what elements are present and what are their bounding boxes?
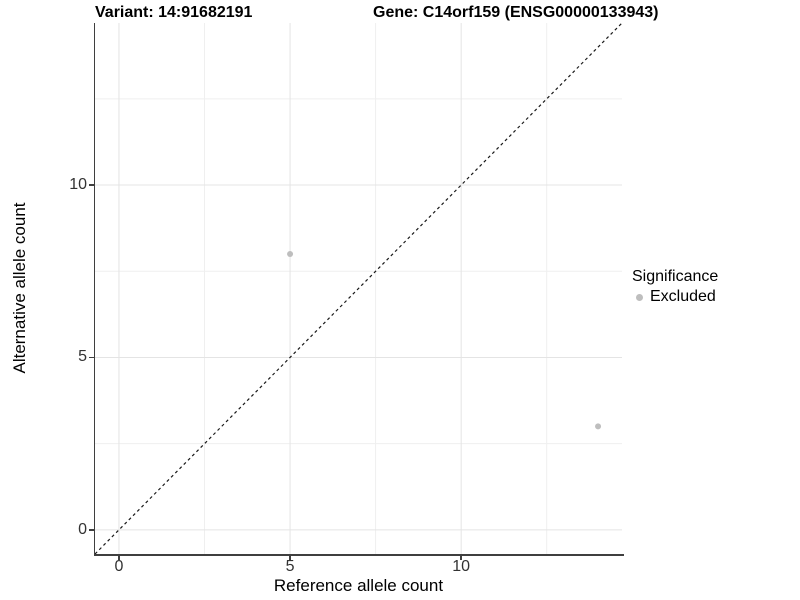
x-axis-tick: [460, 555, 462, 560]
y-axis-tick: [89, 529, 94, 531]
legend-point-icon: [636, 293, 643, 301]
x-axis-title: Reference allele count: [273, 576, 444, 595]
x-tick-label: 5: [285, 558, 295, 575]
plot-panel: [95, 23, 622, 554]
y-axis-line: [93, 23, 95, 556]
legend-entry-label: Excluded: [650, 288, 716, 305]
x-tick-label: 0: [114, 558, 124, 575]
legend: Significance Excluded: [632, 268, 718, 306]
y-axis-tick: [89, 356, 94, 359]
x-axis-tick: [289, 555, 291, 560]
legend-title: Significance: [632, 268, 719, 285]
data-point: [595, 423, 602, 430]
plot-title-variant: Variant: 14:91682191: [95, 4, 253, 21]
y-axis-title: Alternative allele count: [10, 202, 29, 374]
plot-title-gene: Gene: C14orf159 (ENSG00000133943): [373, 4, 659, 21]
y-axis-tick: [89, 184, 94, 186]
data-point: [287, 251, 294, 258]
identity-line: [95, 23, 622, 554]
x-axis-tick: [118, 555, 120, 560]
x-axis-line: [93, 554, 624, 556]
y-tick-label: 5: [78, 348, 87, 366]
y-tick-label: 10: [69, 176, 87, 194]
x-tick-label: 10: [452, 558, 471, 575]
chart-canvas: [95, 23, 622, 554]
y-tick-label: 0: [78, 520, 87, 538]
legend-entry-excluded: Excluded: [632, 288, 718, 306]
